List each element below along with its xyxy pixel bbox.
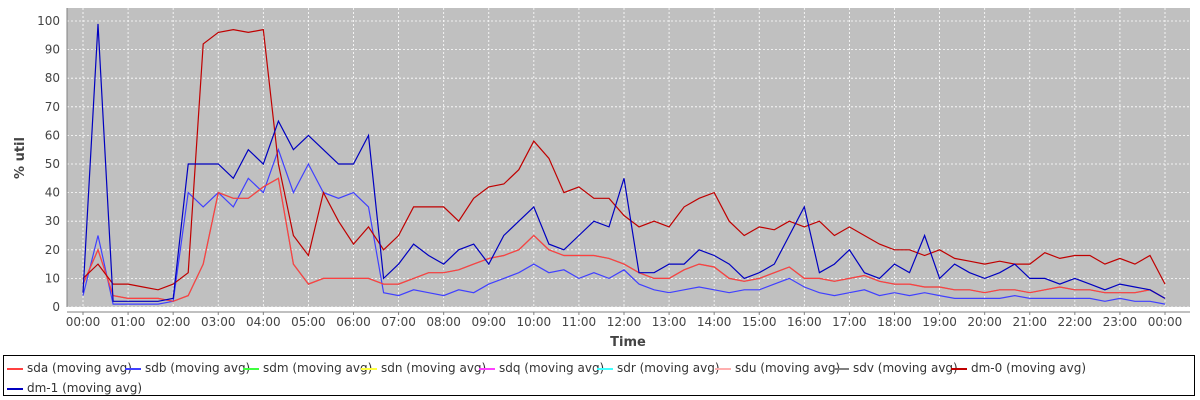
series-line-sda xyxy=(82,177,1166,302)
legend-label: sda (moving avg) xyxy=(27,361,132,375)
x-tick-label: 08:00 xyxy=(426,315,461,329)
x-tick-label: 11:00 xyxy=(562,315,597,329)
legend-item-sdb: sdb (moving avg) xyxy=(125,360,250,376)
y-tick-label: 40 xyxy=(45,186,60,200)
y-tick-label: 30 xyxy=(45,214,60,228)
x-tick-label: 21:00 xyxy=(1012,315,1047,329)
legend-swatch xyxy=(243,367,259,370)
y-tick-label: 0 xyxy=(52,300,60,314)
legend-item-sdr: sdr (moving avg) xyxy=(597,360,720,376)
x-tick-label: 04:00 xyxy=(246,315,281,329)
legend-swatch xyxy=(951,367,967,370)
legend-label: sdu (moving avg) xyxy=(735,361,841,375)
legend-swatch xyxy=(7,367,23,370)
y-tick-label: 20 xyxy=(45,243,60,257)
x-tick-label: 02:00 xyxy=(156,315,191,329)
x-tick-label: 12:00 xyxy=(607,315,642,329)
x-axis-label: Time xyxy=(610,335,646,350)
series-line-dm-1 xyxy=(82,23,1166,302)
legend-label: sdn (moving avg) xyxy=(381,361,487,375)
grid xyxy=(67,8,1190,308)
y-tick-label: 80 xyxy=(45,71,60,85)
y-tick-label: 70 xyxy=(45,100,60,114)
series-line-sdb xyxy=(82,147,1166,305)
chart-svg: 0 10 20 30 40 50 60 70 80 90 100 00:00 01:00 02:00 03… xyxy=(13,8,1190,350)
legend-item-dm-1: dm-1 (moving avg) xyxy=(7,380,142,396)
plot-area xyxy=(67,8,1190,307)
x-tick-label: 00:00 xyxy=(66,315,101,329)
x-tick-label: 13:00 xyxy=(652,315,687,329)
legend-item-sdn: sdn (moving avg) xyxy=(361,360,486,376)
legend-label: dm-0 (moving avg) xyxy=(971,361,1087,375)
x-tick-label: 17:00 xyxy=(832,315,867,329)
y-axis-label: % util xyxy=(13,137,28,179)
x-tick-label: 22:00 xyxy=(1058,315,1093,329)
legend-swatch xyxy=(833,367,849,370)
legend-label: sdr (moving avg) xyxy=(617,361,720,375)
legend-item-sdu: sdu (moving avg) xyxy=(715,360,840,376)
x-tick-label: 05:00 xyxy=(291,315,326,329)
series-lines xyxy=(82,23,1166,305)
x-tick-label: 14:00 xyxy=(697,315,732,329)
legend-label: sdm (moving avg) xyxy=(263,361,373,375)
legend-swatch xyxy=(715,367,731,370)
legend-label: sdv (moving avg) xyxy=(853,361,958,375)
x-tick-label: 01:00 xyxy=(111,315,146,329)
x-tick-label: 09:00 xyxy=(471,315,506,329)
x-tick-label: 07:00 xyxy=(381,315,416,329)
x-tick-label: 00:00 xyxy=(1148,315,1183,329)
y-tick-label: 90 xyxy=(45,43,60,57)
legend-swatch xyxy=(597,367,613,370)
x-tick-label: 06:00 xyxy=(336,315,371,329)
y-ticks: 0 10 20 30 40 50 60 70 80 90 100 xyxy=(37,14,60,314)
legend-label: sdq (moving avg) xyxy=(499,361,605,375)
x-tick-label: 23:00 xyxy=(1103,315,1138,329)
x-tick-label: 16:00 xyxy=(787,315,822,329)
y-tick-label: 60 xyxy=(45,128,60,142)
x-tick-label: 18:00 xyxy=(877,315,912,329)
x-tick-label: 15:00 xyxy=(742,315,777,329)
legend-swatch xyxy=(361,367,377,370)
legend-item-sda: sda (moving avg) xyxy=(7,360,132,376)
y-tick-label: 10 xyxy=(45,271,60,285)
x-tick-label: 20:00 xyxy=(967,315,1002,329)
x-tick-label: 03:00 xyxy=(201,315,236,329)
x-ticks: 00:00 01:00 02:00 03:00 04:00 05:00 06:00 07:00… xyxy=(66,312,1183,329)
legend-swatch xyxy=(125,367,141,370)
legend-label: dm-1 (moving avg) xyxy=(27,381,143,395)
y-tick-label: 100 xyxy=(37,14,60,28)
legend-item-sdq: sdq (moving avg) xyxy=(479,360,604,376)
legend-label: sdb (moving avg) xyxy=(145,361,251,375)
legend-swatch xyxy=(7,387,23,390)
legend-item-sdv: sdv (moving avg) xyxy=(833,360,958,376)
legend: sda (moving avg) sdb (moving avg) sdm (mov… xyxy=(3,355,1195,396)
legend-item-dm-0: dm-0 (moving avg) xyxy=(951,360,1086,376)
x-tick-label: 19:00 xyxy=(922,315,957,329)
x-tick-label: 10:00 xyxy=(517,315,552,329)
series-line-dm-0 xyxy=(82,28,1166,291)
legend-swatch xyxy=(479,367,495,370)
y-tick-label: 50 xyxy=(45,157,60,171)
legend-item-sdm: sdm (moving avg) xyxy=(243,360,372,376)
